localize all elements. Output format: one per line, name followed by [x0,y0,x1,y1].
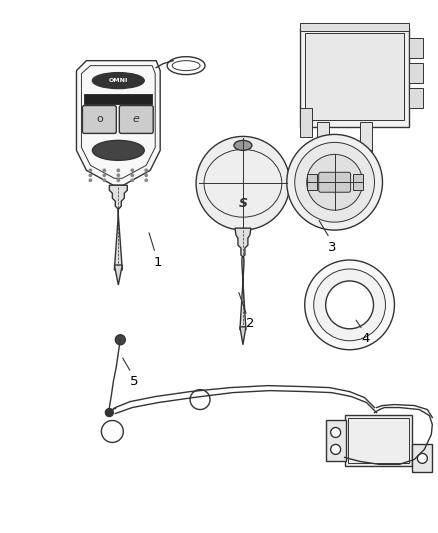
Text: o: o [96,115,103,125]
Circle shape [117,174,120,176]
Text: 3: 3 [328,240,337,254]
FancyBboxPatch shape [413,445,432,472]
Circle shape [103,174,106,176]
FancyBboxPatch shape [307,174,317,190]
Text: OMNI: OMNI [109,78,128,83]
FancyBboxPatch shape [300,23,410,31]
FancyBboxPatch shape [85,94,152,103]
Circle shape [106,409,113,416]
Text: S: S [238,197,247,209]
Circle shape [117,179,120,181]
Circle shape [89,174,92,176]
Text: 2: 2 [246,317,254,330]
Circle shape [196,136,290,230]
Circle shape [89,179,92,181]
Circle shape [305,260,395,350]
FancyBboxPatch shape [300,28,410,127]
Circle shape [115,335,125,345]
FancyBboxPatch shape [305,33,404,120]
Circle shape [331,427,341,438]
FancyBboxPatch shape [119,106,153,133]
FancyBboxPatch shape [410,63,424,83]
Circle shape [326,281,374,329]
FancyBboxPatch shape [317,123,328,155]
FancyBboxPatch shape [82,106,117,133]
Polygon shape [240,327,246,345]
Circle shape [331,445,341,455]
Polygon shape [114,265,122,285]
FancyBboxPatch shape [326,419,346,462]
FancyBboxPatch shape [317,150,371,160]
Circle shape [131,174,134,176]
Circle shape [103,169,106,172]
Text: 1: 1 [154,255,162,269]
Ellipse shape [92,140,144,160]
Circle shape [89,169,92,172]
Circle shape [295,142,374,222]
Circle shape [103,179,106,181]
Polygon shape [110,185,127,270]
Circle shape [145,174,148,176]
Polygon shape [77,61,160,185]
Circle shape [131,169,134,172]
Text: 4: 4 [361,332,370,345]
FancyBboxPatch shape [410,38,424,58]
Circle shape [117,169,120,172]
Circle shape [307,155,363,210]
Circle shape [417,454,427,463]
Circle shape [287,134,382,230]
Ellipse shape [92,72,144,88]
Circle shape [145,179,148,181]
Circle shape [145,169,148,172]
FancyBboxPatch shape [345,415,413,466]
Polygon shape [235,228,251,330]
FancyBboxPatch shape [300,108,312,138]
FancyBboxPatch shape [319,172,350,192]
FancyBboxPatch shape [360,123,371,155]
Circle shape [131,179,134,181]
Text: 5: 5 [130,375,138,388]
FancyBboxPatch shape [353,174,363,190]
Ellipse shape [234,140,252,150]
Text: e: e [133,115,140,125]
Circle shape [314,269,385,341]
FancyBboxPatch shape [410,87,424,108]
